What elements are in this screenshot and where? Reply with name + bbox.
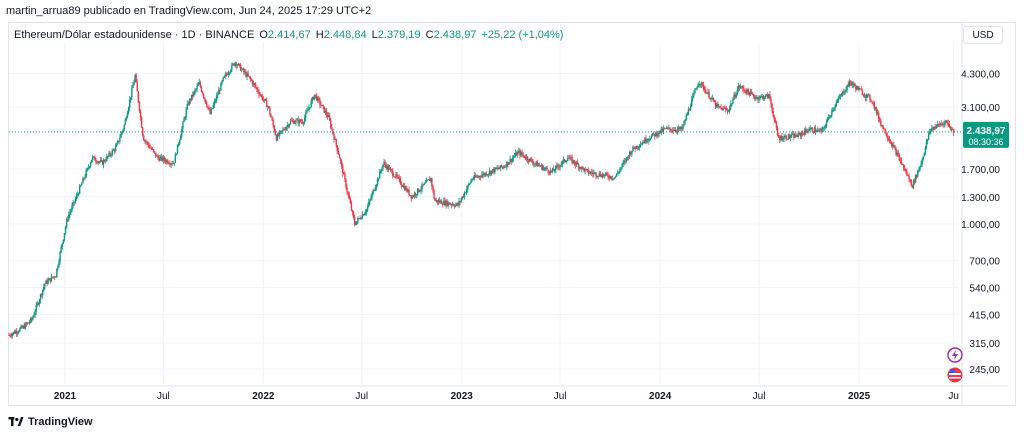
- open-value: 2.414,67: [267, 29, 311, 41]
- footer-brand[interactable]: TradingView: [28, 416, 93, 428]
- close-label: C: [425, 29, 434, 41]
- low-label: L: [371, 29, 378, 41]
- high-label: H: [315, 29, 324, 41]
- chart-frame[interactable]: [8, 22, 1016, 406]
- low-value: 2.379,19: [377, 29, 421, 41]
- publisher-bar: martin_arrua89 publicado en TradingView.…: [0, 0, 1024, 22]
- open-label: O: [259, 29, 268, 41]
- tradingview-logo-icon: [8, 417, 24, 427]
- close-value: 2.438,97: [433, 29, 477, 41]
- publisher-text: martin_arrua89 publicado en TradingView.…: [6, 5, 372, 17]
- high-value: 2.448,84: [323, 29, 367, 41]
- symbol-name[interactable]: Ethereum/Dólar estadounidense · 1D · BIN…: [14, 29, 255, 41]
- footer: TradingView: [8, 412, 93, 432]
- change-value: +25,22 (+1,04%): [481, 29, 564, 41]
- chart-legend: Ethereum/Dólar estadounidense · 1D · BIN…: [14, 28, 563, 42]
- currency-button[interactable]: USD: [963, 26, 1003, 44]
